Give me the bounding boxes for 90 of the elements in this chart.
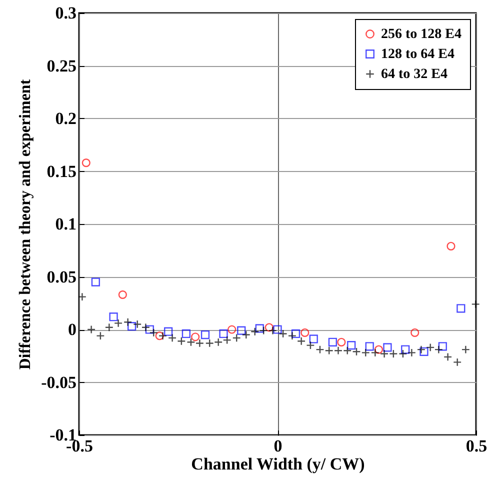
point xyxy=(416,345,426,354)
point xyxy=(365,342,374,351)
point xyxy=(232,334,241,342)
point xyxy=(444,352,452,362)
point xyxy=(124,318,132,326)
point xyxy=(104,323,114,332)
point xyxy=(343,346,352,355)
point xyxy=(118,290,127,299)
point xyxy=(398,349,408,358)
point xyxy=(389,349,398,358)
point xyxy=(191,332,200,342)
point xyxy=(446,242,456,250)
point xyxy=(309,334,318,344)
y-tick-label: 0.2 xyxy=(55,109,76,128)
legend-label: 128 to 64 E4 xyxy=(381,47,454,62)
point xyxy=(278,329,288,338)
point xyxy=(456,304,466,313)
point xyxy=(242,330,250,340)
point xyxy=(426,343,435,352)
point xyxy=(268,326,278,335)
point xyxy=(370,348,380,358)
point xyxy=(127,322,136,331)
x-tick-label: 0 xyxy=(274,436,282,456)
point xyxy=(316,345,324,354)
point xyxy=(228,325,236,334)
y-axis-title: Difference between theory and experiment xyxy=(17,78,34,370)
point xyxy=(461,345,470,354)
point xyxy=(141,323,150,332)
point xyxy=(222,336,232,344)
y-tick-label: 0.25 xyxy=(46,56,76,76)
point xyxy=(264,323,274,332)
point xyxy=(374,345,384,354)
point xyxy=(205,338,214,348)
point xyxy=(87,325,96,334)
point xyxy=(200,330,210,340)
point xyxy=(334,346,343,355)
y-tick-label: 0.05 xyxy=(46,267,76,286)
point xyxy=(114,318,123,328)
point xyxy=(133,320,142,329)
point xyxy=(297,336,306,346)
legend-label: 256 to 128 E4 xyxy=(381,27,462,42)
point xyxy=(237,326,246,335)
point xyxy=(82,158,90,168)
point xyxy=(401,345,410,354)
point xyxy=(438,342,447,351)
point xyxy=(383,343,392,352)
point xyxy=(259,326,268,335)
point xyxy=(291,329,300,338)
y-tick-label: -0.05 xyxy=(41,372,76,392)
point xyxy=(195,338,204,348)
point xyxy=(328,338,337,346)
point xyxy=(288,332,296,340)
x-tick-label: 0.5 xyxy=(466,436,488,456)
point xyxy=(306,341,315,350)
point xyxy=(471,300,480,308)
point xyxy=(410,328,420,337)
legend-label: 64 to 32 E4 xyxy=(381,67,448,82)
point xyxy=(250,327,260,336)
x-axis-title: Channel Width (y/ CW) xyxy=(191,454,365,474)
point xyxy=(149,328,158,337)
point xyxy=(164,327,173,336)
y-tick-label: 0.15 xyxy=(46,162,76,181)
point xyxy=(434,345,443,354)
point xyxy=(255,324,264,333)
point xyxy=(380,349,389,358)
point xyxy=(324,346,334,355)
point xyxy=(168,334,177,342)
point xyxy=(361,348,370,358)
point xyxy=(182,329,190,338)
point xyxy=(347,341,356,350)
point xyxy=(407,348,416,358)
point xyxy=(273,325,282,334)
y-tick-label: 0 xyxy=(68,320,76,339)
point xyxy=(177,336,186,346)
point xyxy=(109,312,118,322)
point xyxy=(78,292,86,302)
point xyxy=(352,347,361,356)
point xyxy=(337,338,346,346)
point xyxy=(219,329,228,338)
point xyxy=(145,325,154,334)
point xyxy=(214,338,223,346)
point xyxy=(300,328,310,337)
point xyxy=(91,278,100,286)
point xyxy=(96,332,105,340)
point xyxy=(158,332,168,340)
y-tick-label: 0.1 xyxy=(55,214,76,234)
y-tick-label: 0.3 xyxy=(55,4,76,22)
point xyxy=(186,338,196,346)
point xyxy=(453,358,462,367)
point xyxy=(420,347,428,356)
